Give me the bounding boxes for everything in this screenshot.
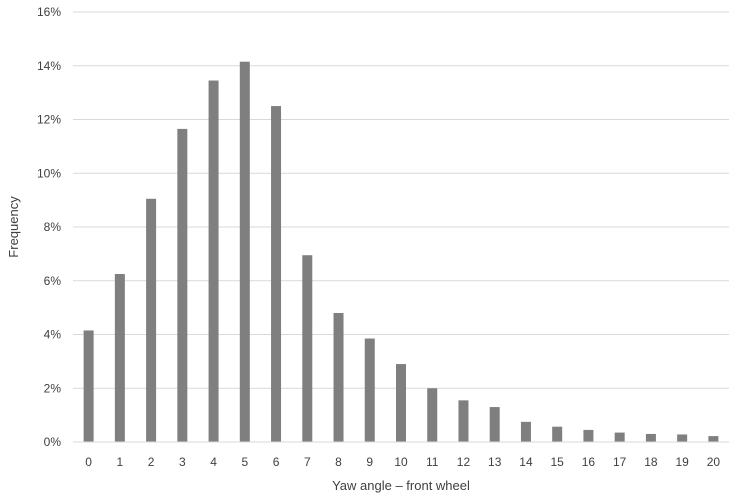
y-tick-label: 4% [44,328,62,342]
y-gridlines [73,11,729,389]
x-tick-label: 17 [613,455,627,469]
x-tick-label: 0 [85,455,92,469]
bar [520,421,531,442]
y-tick-label: 10% [37,166,61,180]
y-tick-label: 0% [44,435,62,449]
bar [583,429,594,442]
x-tick-label: 18 [644,455,658,469]
y-tick-labels: 0% 2% 4% 6% 8% 10% 12% 14% 16% [37,5,61,449]
x-tick-label: 10 [394,455,408,469]
bar [208,80,219,442]
x-tick-label: 15 [551,455,565,469]
bar [177,128,188,442]
x-tick-label: 7 [304,455,311,469]
bar [458,400,469,442]
bar [645,433,656,442]
bar [427,388,438,442]
x-tick-label: 5 [241,455,248,469]
x-tick-label: 8 [335,455,342,469]
x-tick-label: 19 [675,455,689,469]
y-tick-label: 8% [44,220,62,234]
x-tick-label: 2 [148,455,155,469]
x-tick-label: 4 [210,455,217,469]
x-tick-labels: 0 1 2 3 4 5 6 7 8 9 10 11 12 13 14 15 16 17 18 19 20 [85,455,720,469]
x-tick-label: 9 [366,455,373,469]
x-tick-label: 3 [179,455,186,469]
y-tick-label: 2% [44,381,62,395]
x-tick-label: 6 [273,455,280,469]
x-tick-label: 1 [117,455,124,469]
bar [364,338,375,442]
y-axis-title: Frequency [6,196,21,258]
x-tick-label: 20 [707,455,721,469]
bar [396,364,406,442]
bar [302,255,313,442]
bar [677,434,688,442]
bar [114,274,125,442]
y-tick-label: 16% [37,5,61,19]
bar [146,198,157,442]
x-tick-label: 12 [457,455,471,469]
bar [83,330,94,442]
x-tick-label: 14 [519,455,533,469]
bars [83,61,719,442]
y-tick-label: 6% [44,274,62,288]
bar [271,106,282,442]
x-axis-title: Yaw angle – front wheel [332,478,470,493]
bar [708,436,719,442]
x-tick-label: 13 [488,455,502,469]
bar [239,61,250,442]
y-tick-label: 12% [37,113,61,127]
bar [552,426,563,442]
x-tick-label: 11 [426,455,439,469]
bar [333,313,344,442]
y-tick-label: 14% [37,59,61,73]
bar [614,432,625,442]
bar [489,407,500,442]
x-tick-label: 16 [582,455,596,469]
